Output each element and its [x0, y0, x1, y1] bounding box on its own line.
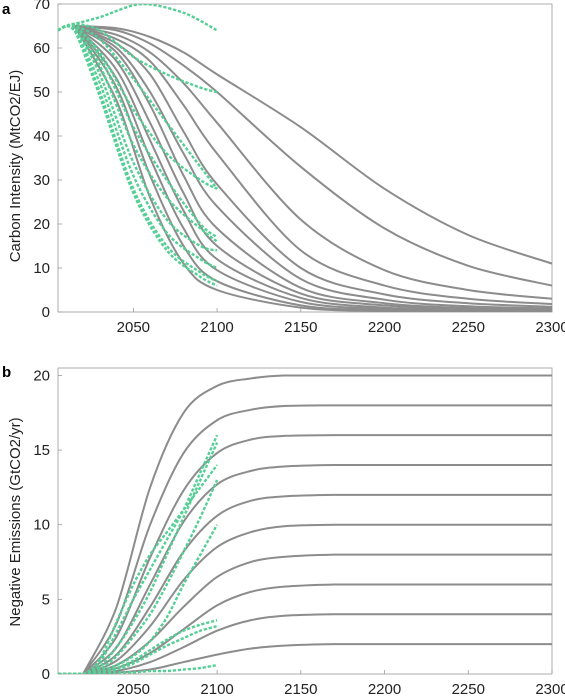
y-tick-label-b-5: 5 [42, 591, 50, 608]
x-tick-label-b-2200: 2200 [368, 681, 401, 697]
scenario-curve-b-0 [82, 374, 552, 674]
scenario-curve-b-5 [82, 523, 552, 674]
y-tick-label-b-0: 0 [42, 666, 50, 683]
x-tick-label-b-2050: 2050 [117, 681, 150, 697]
y-tick-label-a-0: 0 [42, 304, 50, 321]
panel-letter-a: a [2, 1, 11, 18]
plot-area-b: 2050 2100 2150 2200 2250 2300 0 5 10 15 20 [33, 367, 565, 697]
x-tick-label-a-2150: 2150 [284, 319, 317, 336]
y-tick-label-b-20: 20 [33, 367, 50, 384]
plot-area-a: 2050 2100 2150 2200 2250 2300 0 10 20 30 40 50 60 70 [33, 0, 565, 336]
y-axis-label-b: Negative Emissions (GtCO2/yr) [7, 417, 24, 626]
x-tick-label-a-2050: 2050 [117, 319, 150, 336]
x-tick-label-a-2300: 2300 [535, 319, 565, 336]
scenario-curve-a-3 [74, 25, 552, 312]
y-tick-label-a-30: 30 [33, 172, 50, 189]
scenario-curve-a-11 [74, 25, 552, 265]
x-tick-label-a-2100: 2100 [200, 319, 233, 336]
scenario-curve-a-10 [74, 25, 552, 287]
scenario-curve-a-8 [74, 25, 552, 306]
model-pathway-line-a-21 [58, 24, 218, 287]
plot-frame-b [57, 367, 553, 675]
y-tick-label-a-10: 10 [33, 260, 50, 277]
x-tick-label-b-2250: 2250 [452, 681, 485, 697]
model-pathway-line-b-11 [58, 434, 219, 674]
model-pathway-line-b-13 [58, 479, 219, 674]
scenario-curve-b-9 [83, 643, 552, 674]
scenario-curve-b-6 [82, 553, 552, 674]
scenario-curve-b-1 [82, 404, 552, 674]
scenario-curve-b-7 [82, 583, 552, 674]
series-group-b [58, 374, 552, 674]
y-tick-label-a-20: 20 [33, 216, 50, 233]
model-pathway-line-b-14 [58, 524, 219, 674]
scenario-curve-a-4 [74, 25, 552, 312]
y-tick-label-a-40: 40 [33, 128, 50, 145]
panel-letter-b: b [2, 364, 11, 381]
x-tick-label-b-2150: 2150 [284, 681, 317, 697]
model-pathway-line-a-14 [58, 24, 219, 190]
plot-frame-a [57, 3, 553, 313]
scenario-curve-b-3 [82, 464, 552, 674]
x-tick-label-a-2200: 2200 [368, 319, 401, 336]
scenario-curve-a-5 [74, 25, 552, 311]
x-tick-label-a-2250: 2250 [452, 319, 485, 336]
model-pathway-line-b-15 [58, 619, 218, 674]
scenario-curve-b-4 [82, 493, 552, 674]
panel-a: a Carbon Intensity (MtCO2/EJ) 2050 2100 21… [2, 0, 565, 336]
scenario-curve-a-9 [74, 25, 552, 300]
y-tick-label-a-60: 60 [33, 40, 50, 57]
y-axis-label-a: Carbon Intensity (MtCO2/EJ) [7, 70, 24, 263]
y-tick-label-b-10: 10 [33, 517, 50, 534]
y-tick-label-b-15: 15 [33, 442, 50, 459]
model-pathway-line-a-12 [58, 4, 218, 32]
scenario-curve-b-8 [83, 613, 552, 674]
model-pathway-line-b-16 [58, 625, 218, 674]
model-pathway-line-b-12 [58, 442, 219, 674]
series-group-a [58, 4, 552, 312]
scenario-curve-a-6 [74, 25, 552, 310]
panel-b: b Negative Emissions (GtCO2/yr) 2050 2100… [2, 364, 565, 697]
x-tick-label-b-2300: 2300 [535, 681, 565, 697]
y-tick-label-a-50: 50 [33, 84, 50, 101]
x-tick-label-b-2100: 2100 [200, 681, 233, 697]
y-tick-label-a-70: 70 [33, 0, 50, 13]
